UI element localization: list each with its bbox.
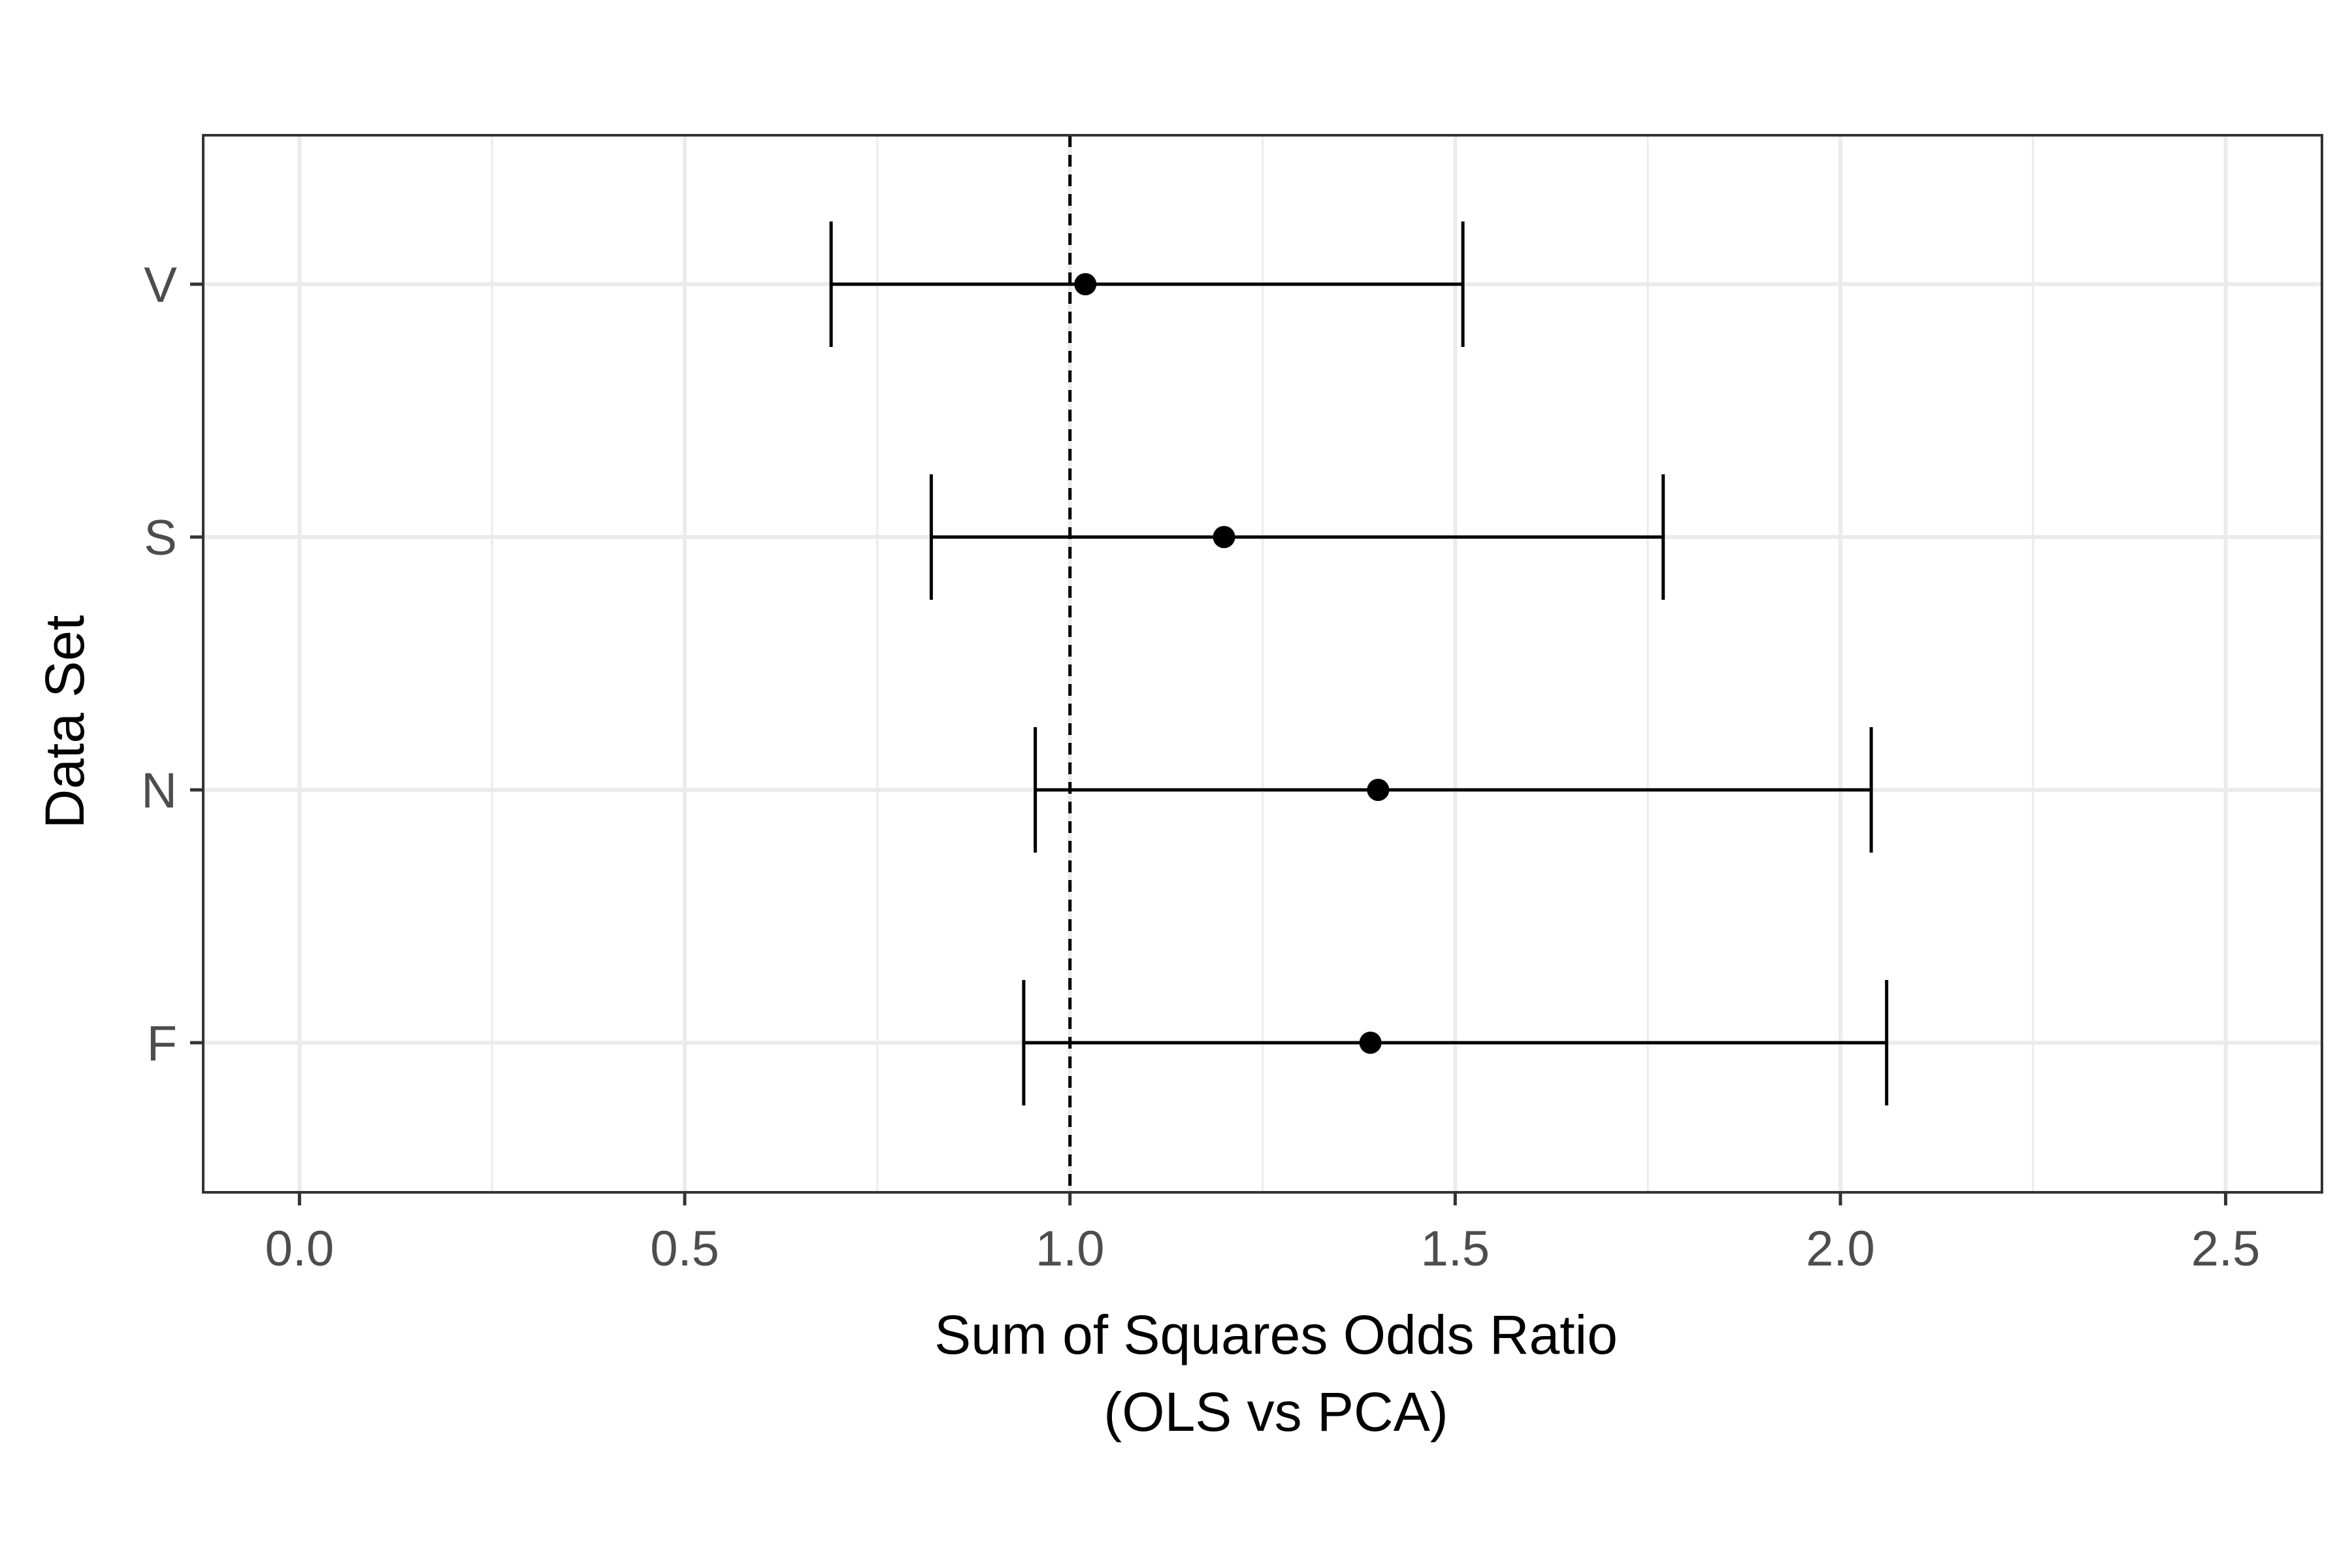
x-tick-label: 0.5 <box>650 1221 719 1277</box>
panel-border <box>202 134 2323 1194</box>
x-tick-label: 2.0 <box>1806 1221 1875 1277</box>
y-tick-label-v: V <box>144 257 177 313</box>
y-tick-label-n: N <box>141 763 177 819</box>
x-axis-title-line-1: Sum of Squares Odds Ratio <box>934 1304 1618 1365</box>
x-axis-title-line-2: (OLS vs PCA) <box>1103 1381 1448 1443</box>
data-marks <box>829 221 1889 1105</box>
x-tick-label: 2.5 <box>2191 1221 2261 1277</box>
point-estimate-v <box>1074 273 1097 295</box>
y-axis-title: Data Set <box>34 615 95 829</box>
x-tick-label: 0.0 <box>265 1221 335 1277</box>
x-tick-label: 1.5 <box>1420 1221 1490 1277</box>
point-estimate-s <box>1213 526 1235 548</box>
x-axis: 0.0 0.5 1.0 1.5 2.0 2.5 <box>265 1192 2261 1277</box>
y-tick-label-s: S <box>144 510 177 566</box>
x-tick-label: 1.0 <box>1036 1221 1105 1277</box>
point-estimate-n <box>1367 779 1390 801</box>
y-tick-label-f: F <box>147 1016 177 1071</box>
y-axis: V S N F <box>141 257 203 1071</box>
point-estimate-f <box>1359 1032 1382 1054</box>
